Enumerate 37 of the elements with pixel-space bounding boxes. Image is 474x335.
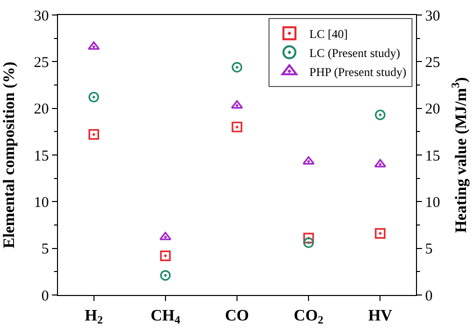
y-tick-label: 25 (34, 54, 49, 71)
point (303, 237, 314, 248)
point (231, 100, 243, 109)
point (88, 41, 100, 50)
point (159, 232, 172, 240)
y2-tick-label: 20 (425, 102, 440, 118)
point (374, 110, 386, 120)
y-axis-title: Elemental composition (%) (0, 62, 18, 248)
y-tick-label: 15 (34, 148, 49, 164)
y2-tick-label: 15 (425, 148, 440, 164)
y2-tick-label: 25 (425, 54, 440, 71)
legend-label: PHP (Present study) (309, 64, 406, 79)
y2-tick-label: 5 (425, 242, 433, 258)
legend-label: LC (Present study) (309, 46, 400, 60)
y-tick-label: 20 (34, 102, 49, 118)
point (374, 228, 386, 239)
x-tick-label: HV (368, 307, 393, 324)
point (232, 122, 242, 132)
y2-tick-label: 0 (425, 288, 433, 304)
x-tick-label: CO (225, 307, 249, 324)
point (303, 232, 314, 244)
point (160, 250, 171, 262)
y2-tick-label: 30 (425, 8, 440, 24)
point (88, 92, 100, 102)
y-tick-label: 0 (41, 288, 49, 304)
x-tick-label: H$_{2}$ (84, 307, 104, 327)
point (160, 270, 171, 281)
y-tick-label: 5 (41, 242, 49, 258)
legend-label: LC [40] (309, 26, 348, 41)
y2-tick-label: 10 (425, 194, 440, 211)
point (232, 62, 242, 73)
point (88, 129, 100, 140)
y-tick-label: 30 (34, 8, 49, 24)
y-tick-label: 10 (34, 194, 49, 211)
x-tick-label: CH$_{4}$ (150, 307, 181, 327)
point (302, 156, 315, 165)
x-tick-label: CO$_{2}$ (294, 307, 324, 327)
